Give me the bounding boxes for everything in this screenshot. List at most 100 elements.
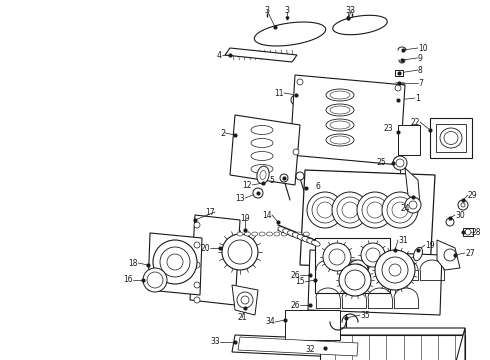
Ellipse shape xyxy=(330,106,350,114)
Polygon shape xyxy=(405,168,420,205)
Circle shape xyxy=(297,79,303,85)
Circle shape xyxy=(352,264,364,276)
Text: 11: 11 xyxy=(274,89,284,98)
Ellipse shape xyxy=(251,165,273,174)
Bar xyxy=(436,124,466,152)
Text: 12: 12 xyxy=(243,180,252,189)
Text: 25: 25 xyxy=(376,158,386,166)
Circle shape xyxy=(237,292,253,308)
Text: 19: 19 xyxy=(240,213,250,222)
Circle shape xyxy=(393,156,407,170)
Text: 7: 7 xyxy=(418,78,423,87)
Text: 15: 15 xyxy=(295,278,305,287)
Circle shape xyxy=(312,197,338,223)
Ellipse shape xyxy=(289,232,294,236)
Polygon shape xyxy=(308,250,442,315)
Text: 9: 9 xyxy=(418,54,423,63)
Text: 8: 8 xyxy=(418,66,423,75)
Circle shape xyxy=(241,296,249,304)
Circle shape xyxy=(458,200,468,210)
Circle shape xyxy=(291,95,301,105)
Text: 3: 3 xyxy=(265,5,270,14)
Text: 16: 16 xyxy=(123,275,133,284)
Text: 13: 13 xyxy=(235,194,245,202)
Ellipse shape xyxy=(278,227,287,233)
Circle shape xyxy=(143,268,167,292)
Circle shape xyxy=(409,201,417,209)
Text: 3: 3 xyxy=(345,5,350,14)
Circle shape xyxy=(357,192,393,228)
Ellipse shape xyxy=(283,229,291,234)
Circle shape xyxy=(392,202,408,218)
Circle shape xyxy=(461,203,465,207)
Circle shape xyxy=(444,249,456,261)
Bar xyxy=(430,118,472,158)
Ellipse shape xyxy=(297,235,306,240)
Text: 3: 3 xyxy=(349,5,354,14)
Polygon shape xyxy=(320,328,465,335)
Circle shape xyxy=(395,85,401,91)
Text: 4: 4 xyxy=(217,50,222,59)
Ellipse shape xyxy=(245,232,250,236)
Circle shape xyxy=(194,262,200,268)
Polygon shape xyxy=(437,240,460,270)
Text: 34: 34 xyxy=(265,318,275,327)
Circle shape xyxy=(160,247,190,277)
Text: 26: 26 xyxy=(291,301,300,310)
Circle shape xyxy=(153,240,197,284)
Text: 5: 5 xyxy=(269,176,274,185)
Text: 17: 17 xyxy=(205,207,215,216)
Ellipse shape xyxy=(296,232,302,236)
Circle shape xyxy=(332,192,368,228)
Circle shape xyxy=(307,192,343,228)
Text: 30: 30 xyxy=(455,211,465,220)
Polygon shape xyxy=(254,22,326,46)
Text: 31: 31 xyxy=(398,235,408,244)
Circle shape xyxy=(405,197,421,213)
Circle shape xyxy=(339,264,371,296)
Ellipse shape xyxy=(251,152,273,161)
Circle shape xyxy=(296,172,304,180)
Circle shape xyxy=(194,297,200,303)
Polygon shape xyxy=(225,48,297,62)
Bar xyxy=(285,310,340,340)
Ellipse shape xyxy=(293,233,301,238)
Text: 18: 18 xyxy=(128,258,138,267)
Circle shape xyxy=(317,202,333,218)
Text: 23: 23 xyxy=(383,123,393,132)
Circle shape xyxy=(293,149,299,155)
Circle shape xyxy=(337,197,363,223)
Polygon shape xyxy=(190,215,240,305)
Polygon shape xyxy=(455,328,465,360)
Polygon shape xyxy=(232,335,362,358)
Circle shape xyxy=(367,202,383,218)
Ellipse shape xyxy=(281,232,287,236)
Polygon shape xyxy=(238,337,358,356)
Text: 21: 21 xyxy=(237,314,247,323)
Circle shape xyxy=(228,240,252,264)
Text: 22: 22 xyxy=(411,117,420,126)
Text: 28: 28 xyxy=(472,228,482,237)
Ellipse shape xyxy=(251,139,273,148)
Circle shape xyxy=(222,234,258,270)
Circle shape xyxy=(465,229,471,235)
Ellipse shape xyxy=(257,166,269,184)
Text: 14: 14 xyxy=(262,211,272,220)
Bar xyxy=(463,228,473,236)
Text: 24: 24 xyxy=(400,203,410,212)
Circle shape xyxy=(194,282,200,288)
Polygon shape xyxy=(333,15,387,35)
Ellipse shape xyxy=(312,240,320,246)
Circle shape xyxy=(375,250,415,290)
Circle shape xyxy=(348,260,368,280)
Circle shape xyxy=(396,159,404,167)
Circle shape xyxy=(253,188,263,198)
Ellipse shape xyxy=(303,232,309,236)
Text: 29: 29 xyxy=(468,190,478,199)
Text: 19: 19 xyxy=(425,240,435,249)
Text: 3: 3 xyxy=(285,5,290,14)
Text: 32: 32 xyxy=(305,346,315,355)
Ellipse shape xyxy=(307,238,315,244)
Circle shape xyxy=(382,257,408,283)
Bar xyxy=(395,70,403,76)
